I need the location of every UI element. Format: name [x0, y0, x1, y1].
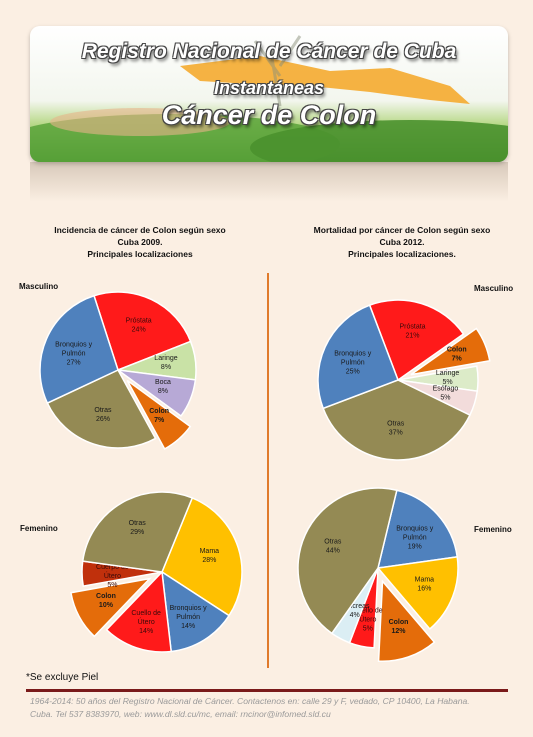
pie-label-bronquios-y-pulmon: Bronquios y Pulmón 25% [334, 351, 371, 376]
footer-line1: 1964-2014: 50 años del Registro Nacional… [30, 696, 470, 706]
pie-slice-mama [376, 556, 459, 630]
pie-slice-bronquios-y-pulmon [39, 294, 119, 405]
mortality-femenino-label: Femenino [474, 525, 512, 534]
pie-slice-colon [126, 379, 192, 450]
pie-label-mama: Mama 16% [415, 577, 435, 593]
banner-title-line1: Registro Nacional de Cáncer de Cuba [81, 40, 457, 63]
pie-label-colon: Colon 12% [389, 619, 409, 635]
pie-label-cuello-de-utero: Cuello de Útero 14% [131, 610, 161, 635]
incidence-title-line1: Incidencia de cáncer de Colon según sexo [54, 225, 226, 235]
pie-slice-otras [297, 487, 398, 635]
pie-label-esofago: Esófago 5% [433, 386, 459, 402]
pie-label-cuerpo-de-utero: Cuerpo de Útero 5% [96, 564, 129, 589]
footnote: *Se excluye Piel [26, 672, 99, 683]
pie-label-bronquios-y-pulmon: Bronquios y Pulmón 19% [396, 526, 433, 551]
pie-label-prostata: Próstata 24% [126, 317, 152, 333]
banner-title-line3: Cáncer de Colon [161, 100, 377, 130]
pie-slice-otras [46, 369, 157, 449]
column-divider [267, 273, 269, 668]
pie-slice-bronquios-y-pulmon [317, 304, 399, 410]
pie-label-bronquios-y-pulmon: Bronquios y Pulmón 14% [170, 605, 207, 630]
banner-title-line2: Instantáneas [213, 78, 325, 98]
pie-slice-cuello-de-utero [105, 570, 173, 653]
incidence-title-line3: Principales localizaciones [87, 249, 193, 259]
pie-label-otras: Otras 26% [94, 407, 112, 423]
pie-label-colon: Colon 7% [447, 347, 467, 363]
pie-slice-bronquios-y-pulmon [161, 570, 231, 653]
pie-slice-colon [410, 327, 491, 376]
pie-label-colon: Colon 7% [149, 408, 169, 424]
pie-slice-mama [161, 496, 243, 617]
pie-label-pancreas: Páncreas 4% [340, 603, 370, 619]
pie-slice-otras [322, 379, 471, 461]
mortality-title-line3: Principales localizaciones. [348, 249, 456, 259]
pie-label-laringe: Laringe 8% [154, 355, 177, 371]
pie-label-bronquios-y-pulmon: Bronquios y Pulmón 27% [55, 342, 92, 367]
pie-label-mama: Mama 28% [200, 548, 220, 564]
pie-slice-boca [117, 369, 197, 418]
mortality-title-line2: Cuba 2012. [379, 237, 425, 247]
pie-slice-bronquios-y-pulmon [377, 489, 459, 569]
incidence-femenino-label: Femenino [20, 524, 58, 533]
pie-label-boca: Boca 8% [155, 379, 171, 395]
pie-label-laringe: Laringe 5% [436, 370, 459, 386]
pie-label-cuello-de-utero: Cuello de Útero 5% [353, 608, 383, 633]
header-banner: Registro Nacional de Cáncer de Cuba Inst… [30, 26, 508, 162]
mortality-title-line1: Mortalidad por cáncer de Colon según sex… [313, 225, 491, 235]
pie-label-otras: Otras 37% [387, 421, 405, 437]
pie-slice-colon [70, 577, 152, 638]
pie-label-prostata: Próstata 21% [399, 324, 425, 340]
mortality-chart-title: Mortalidad por cáncer de Colon según sex… [282, 224, 522, 260]
pie-label-otras: Otras 44% [324, 538, 342, 554]
mortality-masculino-label: Masculino [474, 284, 514, 293]
pie-label-colon: Colon 10% [96, 593, 116, 609]
banner-illustration [30, 35, 508, 162]
pie-slice-prostata [368, 299, 465, 382]
pie-label-otras: Otras 29% [129, 520, 147, 536]
footer-rule [26, 689, 508, 692]
incidence-masculino-label: Masculino [19, 282, 59, 291]
incidence-title-line2: Cuba 2009. [117, 237, 163, 247]
pie-slice-otras [81, 491, 194, 573]
footer-line2: Cuba. Tel 537 8383970, web: www.dl.sld.c… [30, 709, 331, 719]
banner-reflection [30, 162, 508, 202]
pie-slice-colon [377, 579, 436, 662]
footer: 1964-2014: 50 años del Registro Nacional… [30, 695, 508, 721]
incidence-chart-title: Incidencia de cáncer de Colon según sexo… [20, 224, 260, 260]
